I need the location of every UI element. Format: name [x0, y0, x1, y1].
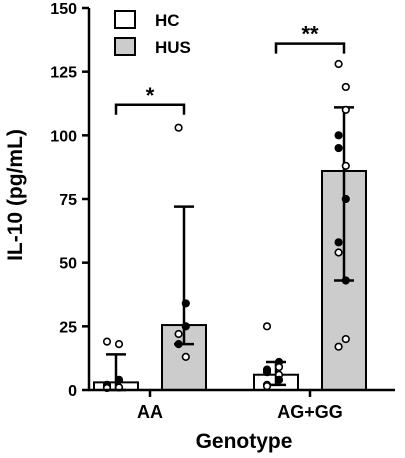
significance-label: **	[301, 22, 319, 47]
x-axis-title: Genotype	[196, 430, 293, 453]
y-tick-label: 25	[59, 319, 77, 336]
data-point	[341, 105, 350, 114]
y-tick-label: 0	[68, 383, 77, 400]
plot-area: ***	[93, 22, 367, 393]
x-tick-label: AA	[137, 402, 163, 422]
data-point	[334, 131, 343, 140]
data-point	[341, 334, 350, 344]
data-point	[334, 143, 343, 153]
significance-bracket	[274, 42, 346, 54]
data-point	[341, 194, 350, 204]
y-tick-label: 75	[59, 192, 77, 209]
data-point	[274, 362, 284, 372]
data-point	[114, 375, 124, 384]
data-point	[181, 352, 190, 361]
legend: HC HUS	[114, 10, 191, 57]
data-point	[262, 322, 272, 331]
data-point	[334, 59, 343, 69]
y-tick-label: 50	[59, 256, 77, 273]
legend-label-hc: HC	[155, 11, 180, 30]
data-point	[174, 340, 183, 349]
data-point	[114, 340, 124, 349]
data-point	[181, 322, 190, 331]
data-point	[341, 161, 350, 170]
legend-label-hus: HUS	[155, 38, 191, 57]
data-point	[334, 238, 343, 247]
data-point	[334, 248, 343, 257]
data-point	[174, 329, 183, 339]
data-point	[174, 123, 183, 132]
significance-bracket	[114, 103, 186, 115]
y-axis-title: IL-10 (pg/mL)	[4, 129, 27, 261]
data-point	[341, 276, 350, 285]
data-point	[102, 337, 112, 346]
x-tick-label: AG+GG	[277, 402, 343, 422]
y-tick-label: 150	[50, 1, 77, 18]
data-point	[341, 82, 350, 92]
legend-swatch-hc	[114, 10, 136, 29]
legend-swatch-hus	[114, 37, 136, 56]
y-tick-label: 100	[50, 128, 77, 145]
data-point	[181, 299, 190, 308]
data-point	[262, 368, 272, 377]
data-point	[334, 342, 343, 351]
data-point	[262, 382, 272, 391]
y-tick-label: 125	[50, 65, 77, 82]
significance-label: *	[146, 83, 155, 108]
axes: 0 25 50 75 100 125 150 AA AG+GG	[50, 1, 395, 422]
data-point	[274, 375, 284, 384]
